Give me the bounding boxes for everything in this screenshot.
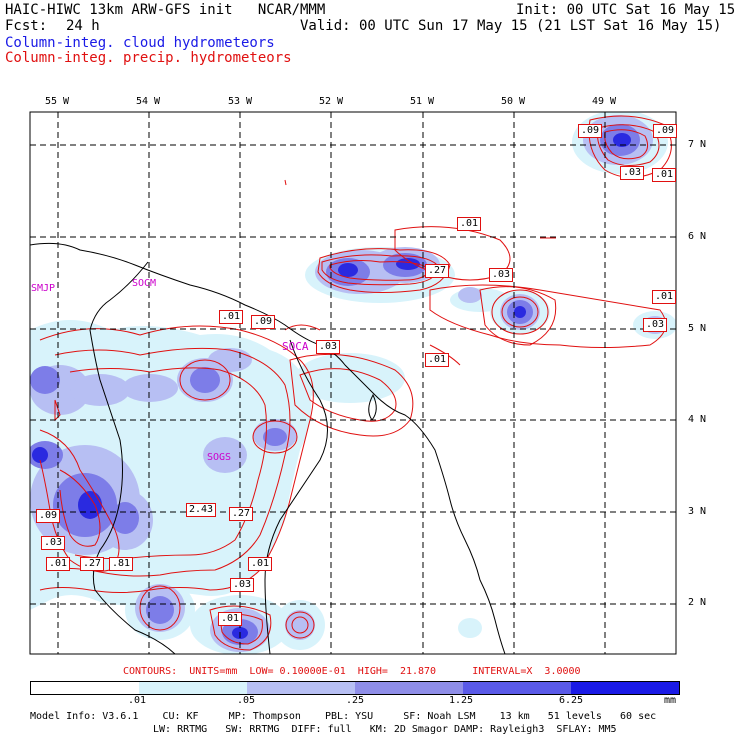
contour-label: .01 <box>218 612 243 626</box>
station-socm: SOCM <box>132 278 157 289</box>
valid-time: Valid: 00 UTC Sun 17 May 15 (21 LST Sat … <box>300 18 722 34</box>
coastline <box>30 242 506 654</box>
contour-label: .27 <box>229 507 254 521</box>
colorbar-segment <box>139 682 247 694</box>
colorbar-tick: .01 <box>128 695 147 706</box>
lon-label-51w: 51 W <box>410 96 435 107</box>
legend-precip-hydrometeors: Column-integ. precip. hydrometeors <box>5 50 292 66</box>
lat-label-5n: 5 N <box>688 323 707 334</box>
colorbar-segment <box>355 682 463 694</box>
forecast-value: 24 h <box>66 18 100 34</box>
contour-label: 2.43 <box>186 503 217 517</box>
plot-title: HAIC-HIWC 13km ARW-GFS init NCAR/MMM <box>5 2 326 18</box>
colorbar-units: mm <box>664 695 677 706</box>
map-frame <box>29 111 677 655</box>
contour-label: .27 <box>425 264 450 278</box>
contour-label: .01 <box>457 217 482 231</box>
contours-info: CONTOURS: UNITS=mm LOW= 0.10000E-01 HIGH… <box>123 666 581 677</box>
contour-label: .03 <box>643 318 668 332</box>
contour-label: .03 <box>230 578 255 592</box>
colorbar-segment <box>571 682 679 694</box>
lon-label-55w: 55 W <box>45 96 70 107</box>
colorbar-tick: .25 <box>346 695 365 706</box>
contour-label: .27 <box>80 557 105 571</box>
colorbar-segment <box>463 682 571 694</box>
init-time: Init: 00 UTC Sat 16 May 15 <box>516 2 736 18</box>
lon-label-52w: 52 W <box>319 96 344 107</box>
legend-cloud-hydrometeors: Column-integ. cloud hydrometeors <box>5 35 275 51</box>
colorbar-tick: .05 <box>237 695 256 706</box>
model-info-line1: Model Info: V3.6.1 CU: KF MP: Thompson P… <box>30 711 657 722</box>
lat-label-2n: 2 N <box>688 597 707 608</box>
station-soca: SOCA <box>282 340 309 353</box>
contour-label: .01 <box>652 168 677 182</box>
lat-label-6n: 6 N <box>688 231 707 242</box>
station-smjp: SMJP <box>31 283 56 294</box>
contour-label: .03 <box>41 536 66 550</box>
lat-lon-grid <box>30 112 676 654</box>
cloud-field-core <box>32 133 631 639</box>
contour-label: .03 <box>316 340 341 354</box>
lat-label-3n: 3 N <box>688 506 707 517</box>
contour-label: .09 <box>36 509 61 523</box>
contour-label: .03 <box>489 268 514 282</box>
colorbar-tick: 1.25 <box>449 695 474 706</box>
contour-label: .03 <box>620 166 645 180</box>
colorbar <box>30 681 680 695</box>
contour-label: .01 <box>248 557 273 571</box>
forecast-label: Fcst: <box>5 18 48 34</box>
lat-label-7n: 7 N <box>688 139 707 150</box>
contour-label: .09 <box>653 124 678 138</box>
contour-label: .01 <box>46 557 71 571</box>
lon-label-54w: 54 W <box>136 96 161 107</box>
contour-label: .01 <box>652 290 677 304</box>
colorbar-segment <box>247 682 355 694</box>
contour-label: .09 <box>251 315 276 329</box>
lon-label-49w: 49 W <box>592 96 617 107</box>
lon-label-53w: 53 W <box>228 96 253 107</box>
contour-label: .01 <box>425 353 450 367</box>
contour-label: .09 <box>578 124 603 138</box>
colorbar-tick: 6.25 <box>559 695 584 706</box>
model-info-line2: LW: RRTMG SW: RRTMG DIFF: full KM: 2D Sm… <box>153 724 617 735</box>
contour-label: .81 <box>109 557 134 571</box>
lat-label-4n: 4 N <box>688 414 707 425</box>
lon-label-50w: 50 W <box>501 96 526 107</box>
station-sogs: SOGS <box>207 452 232 463</box>
contour-label: .01 <box>219 310 244 324</box>
colorbar-segment <box>31 682 139 694</box>
